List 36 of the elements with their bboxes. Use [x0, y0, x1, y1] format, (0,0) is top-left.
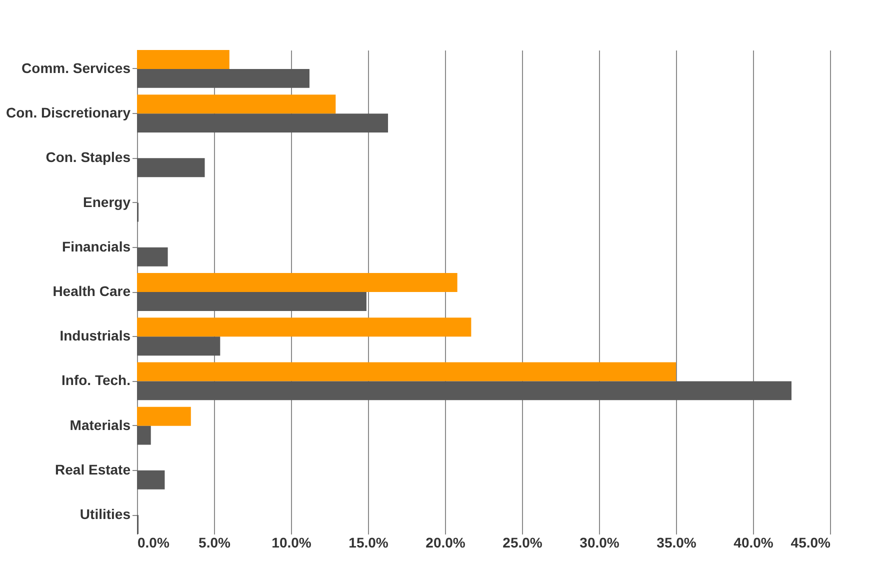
bar	[137, 114, 388, 133]
bar	[137, 158, 205, 178]
bar	[137, 94, 336, 114]
y-tick-label: Con. Staples	[46, 149, 131, 166]
bar	[137, 362, 676, 382]
y-tick-label: Con. Discretionary	[6, 104, 131, 121]
y-tick-label: Materials	[70, 416, 131, 433]
x-tick-label: 15.0%	[348, 534, 389, 550]
x-tick-label: 5.0%	[198, 534, 231, 550]
x-tick-label: 30.0%	[580, 534, 620, 550]
y-tick-label: Industrials	[60, 328, 131, 344]
bar	[137, 68, 310, 88]
x-tick-label: 20.0%	[426, 534, 466, 550]
bar	[137, 426, 151, 445]
y-tick-label: Comm. Services	[22, 60, 131, 76]
y-tick-label: Utilities	[80, 506, 131, 522]
x-tick-label: 45.0%	[790, 534, 832, 550]
y-tick-label: Financials	[62, 238, 131, 254]
bar	[137, 318, 472, 337]
bar	[137, 50, 230, 69]
x-tick-label: 0.0%	[138, 534, 170, 550]
y-tick-label: Info. Tech.	[62, 372, 130, 388]
y-tick-label: Real Estate	[55, 461, 131, 478]
bar	[137, 470, 165, 490]
bar	[137, 406, 191, 426]
x-tick-label: 35.0%	[656, 534, 697, 550]
x-tick-label: 25.0%	[502, 534, 543, 550]
y-tick-label: Energy	[83, 194, 131, 210]
y-tick-label: Health Care	[52, 283, 131, 299]
bar	[137, 247, 168, 266]
bar	[137, 292, 366, 311]
x-tick-label: 10.0%	[272, 534, 312, 550]
x-tick-label: 40.0%	[734, 534, 774, 550]
bar	[137, 273, 458, 292]
bar	[137, 381, 792, 400]
bar	[137, 336, 220, 356]
